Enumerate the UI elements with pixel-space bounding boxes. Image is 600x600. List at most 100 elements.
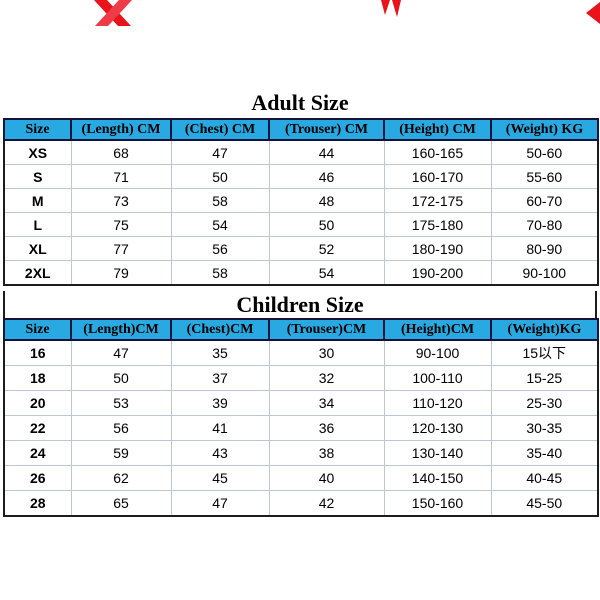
column-header-height: (Height) CM xyxy=(383,118,492,141)
column-header-size: Size xyxy=(3,118,72,141)
size-cell: 26 xyxy=(3,465,72,491)
table-cell: 70-80 xyxy=(490,212,599,237)
table-cell: 150-160 xyxy=(383,490,492,517)
column-header-chest: (Chest)CM xyxy=(170,318,270,341)
table-cell: 58 xyxy=(170,188,270,213)
table-cell: 80-90 xyxy=(490,236,599,261)
table-cell: 140-150 xyxy=(383,465,492,491)
children-size-title: Children Size xyxy=(236,291,364,317)
table-cell: 58 xyxy=(170,260,270,286)
children-title-strip: Children Size xyxy=(3,291,597,318)
table-cell: 160-165 xyxy=(383,139,492,165)
table-cell: 35 xyxy=(170,339,270,366)
size-cell: 20 xyxy=(3,390,72,416)
table-cell: 62 xyxy=(70,465,172,491)
adult-size-title: Adult Size xyxy=(251,90,349,115)
table-cell: 37 xyxy=(170,365,270,391)
column-header-length: (Length)CM xyxy=(70,318,172,341)
size-cell: 22 xyxy=(3,415,72,441)
table-row: 22 56 41 36 120-130 30-35 xyxy=(3,415,599,441)
table-row: 26 62 45 40 140-150 40-45 xyxy=(3,465,599,491)
table-cell: 36 xyxy=(268,415,385,441)
red-fabric-fragment-icon xyxy=(381,0,401,17)
size-cell: 24 xyxy=(3,440,72,466)
adult-header-row: Size (Length) CM (Chest) CM (Trouser) CM… xyxy=(3,118,599,141)
size-cell: 16 xyxy=(3,339,72,366)
column-header-weight: (Weight)KG xyxy=(490,318,599,341)
table-row: L 75 54 50 175-180 70-80 xyxy=(3,212,599,237)
column-header-trouser: (Trouser)CM xyxy=(268,318,385,341)
table-cell: 45 xyxy=(170,465,270,491)
children-header-row: Size (Length)CM (Chest)CM (Trouser)CM (H… xyxy=(3,318,599,341)
table-cell: 56 xyxy=(170,236,270,261)
table-cell: 35-40 xyxy=(490,440,599,466)
size-cell: XL xyxy=(3,236,72,261)
size-cell: M xyxy=(3,188,72,213)
table-cell: 39 xyxy=(170,390,270,416)
column-header-weight: (Weight) KG xyxy=(490,118,599,141)
table-cell: 46 xyxy=(268,164,385,189)
size-cell: 2XL xyxy=(3,260,72,286)
table-cell: 77 xyxy=(70,236,172,261)
column-header-trouser: (Trouser) CM xyxy=(268,118,385,141)
table-row: 16 47 35 30 90-100 15以下 xyxy=(3,339,599,366)
size-cell: 18 xyxy=(3,365,72,391)
table-row: M 73 58 48 172-175 60-70 xyxy=(3,188,599,213)
table-cell: 65 xyxy=(70,490,172,517)
table-cell: 47 xyxy=(70,339,172,366)
table-cell: 110-120 xyxy=(383,390,492,416)
adult-size-table: Size (Length) CM (Chest) CM (Trouser) CM… xyxy=(3,118,599,286)
table-cell: 45-50 xyxy=(490,490,599,517)
children-size-table: Size (Length)CM (Chest)CM (Trouser)CM (H… xyxy=(3,318,599,517)
table-cell: 90-100 xyxy=(383,339,492,366)
table-cell: 15以下 xyxy=(490,339,599,366)
table-cell: 50 xyxy=(70,365,172,391)
table-cell: 15-25 xyxy=(490,365,599,391)
table-cell: 90-100 xyxy=(490,260,599,286)
table-cell: 71 xyxy=(70,164,172,189)
size-cell: XS xyxy=(3,139,72,165)
red-fabric-fragment-icon xyxy=(94,0,132,26)
table-cell: 47 xyxy=(170,139,270,165)
table-cell: 75 xyxy=(70,212,172,237)
table-cell: 30-35 xyxy=(490,415,599,441)
table-cell: 44 xyxy=(268,139,385,165)
table-cell: 40-45 xyxy=(490,465,599,491)
table-cell: 160-170 xyxy=(383,164,492,189)
table-cell: 73 xyxy=(70,188,172,213)
table-cell: 50 xyxy=(170,164,270,189)
table-cell: 190-200 xyxy=(383,260,492,286)
table-cell: 42 xyxy=(268,490,385,517)
table-cell: 41 xyxy=(170,415,270,441)
table-cell: 180-190 xyxy=(383,236,492,261)
table-cell: 59 xyxy=(70,440,172,466)
table-cell: 30 xyxy=(268,339,385,366)
table-cell: 38 xyxy=(268,440,385,466)
table-cell: 34 xyxy=(268,390,385,416)
column-header-chest: (Chest) CM xyxy=(170,118,270,141)
table-row: XS 68 47 44 160-165 50-60 xyxy=(3,139,599,165)
table-cell: 100-110 xyxy=(383,365,492,391)
table-cell: 55-60 xyxy=(490,164,599,189)
table-cell: 172-175 xyxy=(383,188,492,213)
table-cell: 25-30 xyxy=(490,390,599,416)
table-cell: 53 xyxy=(70,390,172,416)
size-cell: S xyxy=(3,164,72,189)
table-cell: 47 xyxy=(170,490,270,517)
table-cell: 52 xyxy=(268,236,385,261)
size-cell: 28 xyxy=(3,490,72,517)
table-cell: 79 xyxy=(70,260,172,286)
table-cell: 120-130 xyxy=(383,415,492,441)
table-row: S 71 50 46 160-170 55-60 xyxy=(3,164,599,189)
red-fabric-fragment-icon xyxy=(586,2,600,24)
table-cell: 60-70 xyxy=(490,188,599,213)
table-cell: 56 xyxy=(70,415,172,441)
table-row: 24 59 43 38 130-140 35-40 xyxy=(3,440,599,466)
column-header-height: (Height)CM xyxy=(383,318,492,341)
table-row: 18 50 37 32 100-110 15-25 xyxy=(3,365,599,391)
column-header-length: (Length) CM xyxy=(70,118,172,141)
table-cell: 50-60 xyxy=(490,139,599,165)
table-row: 20 53 39 34 110-120 25-30 xyxy=(3,390,599,416)
table-cell: 32 xyxy=(268,365,385,391)
